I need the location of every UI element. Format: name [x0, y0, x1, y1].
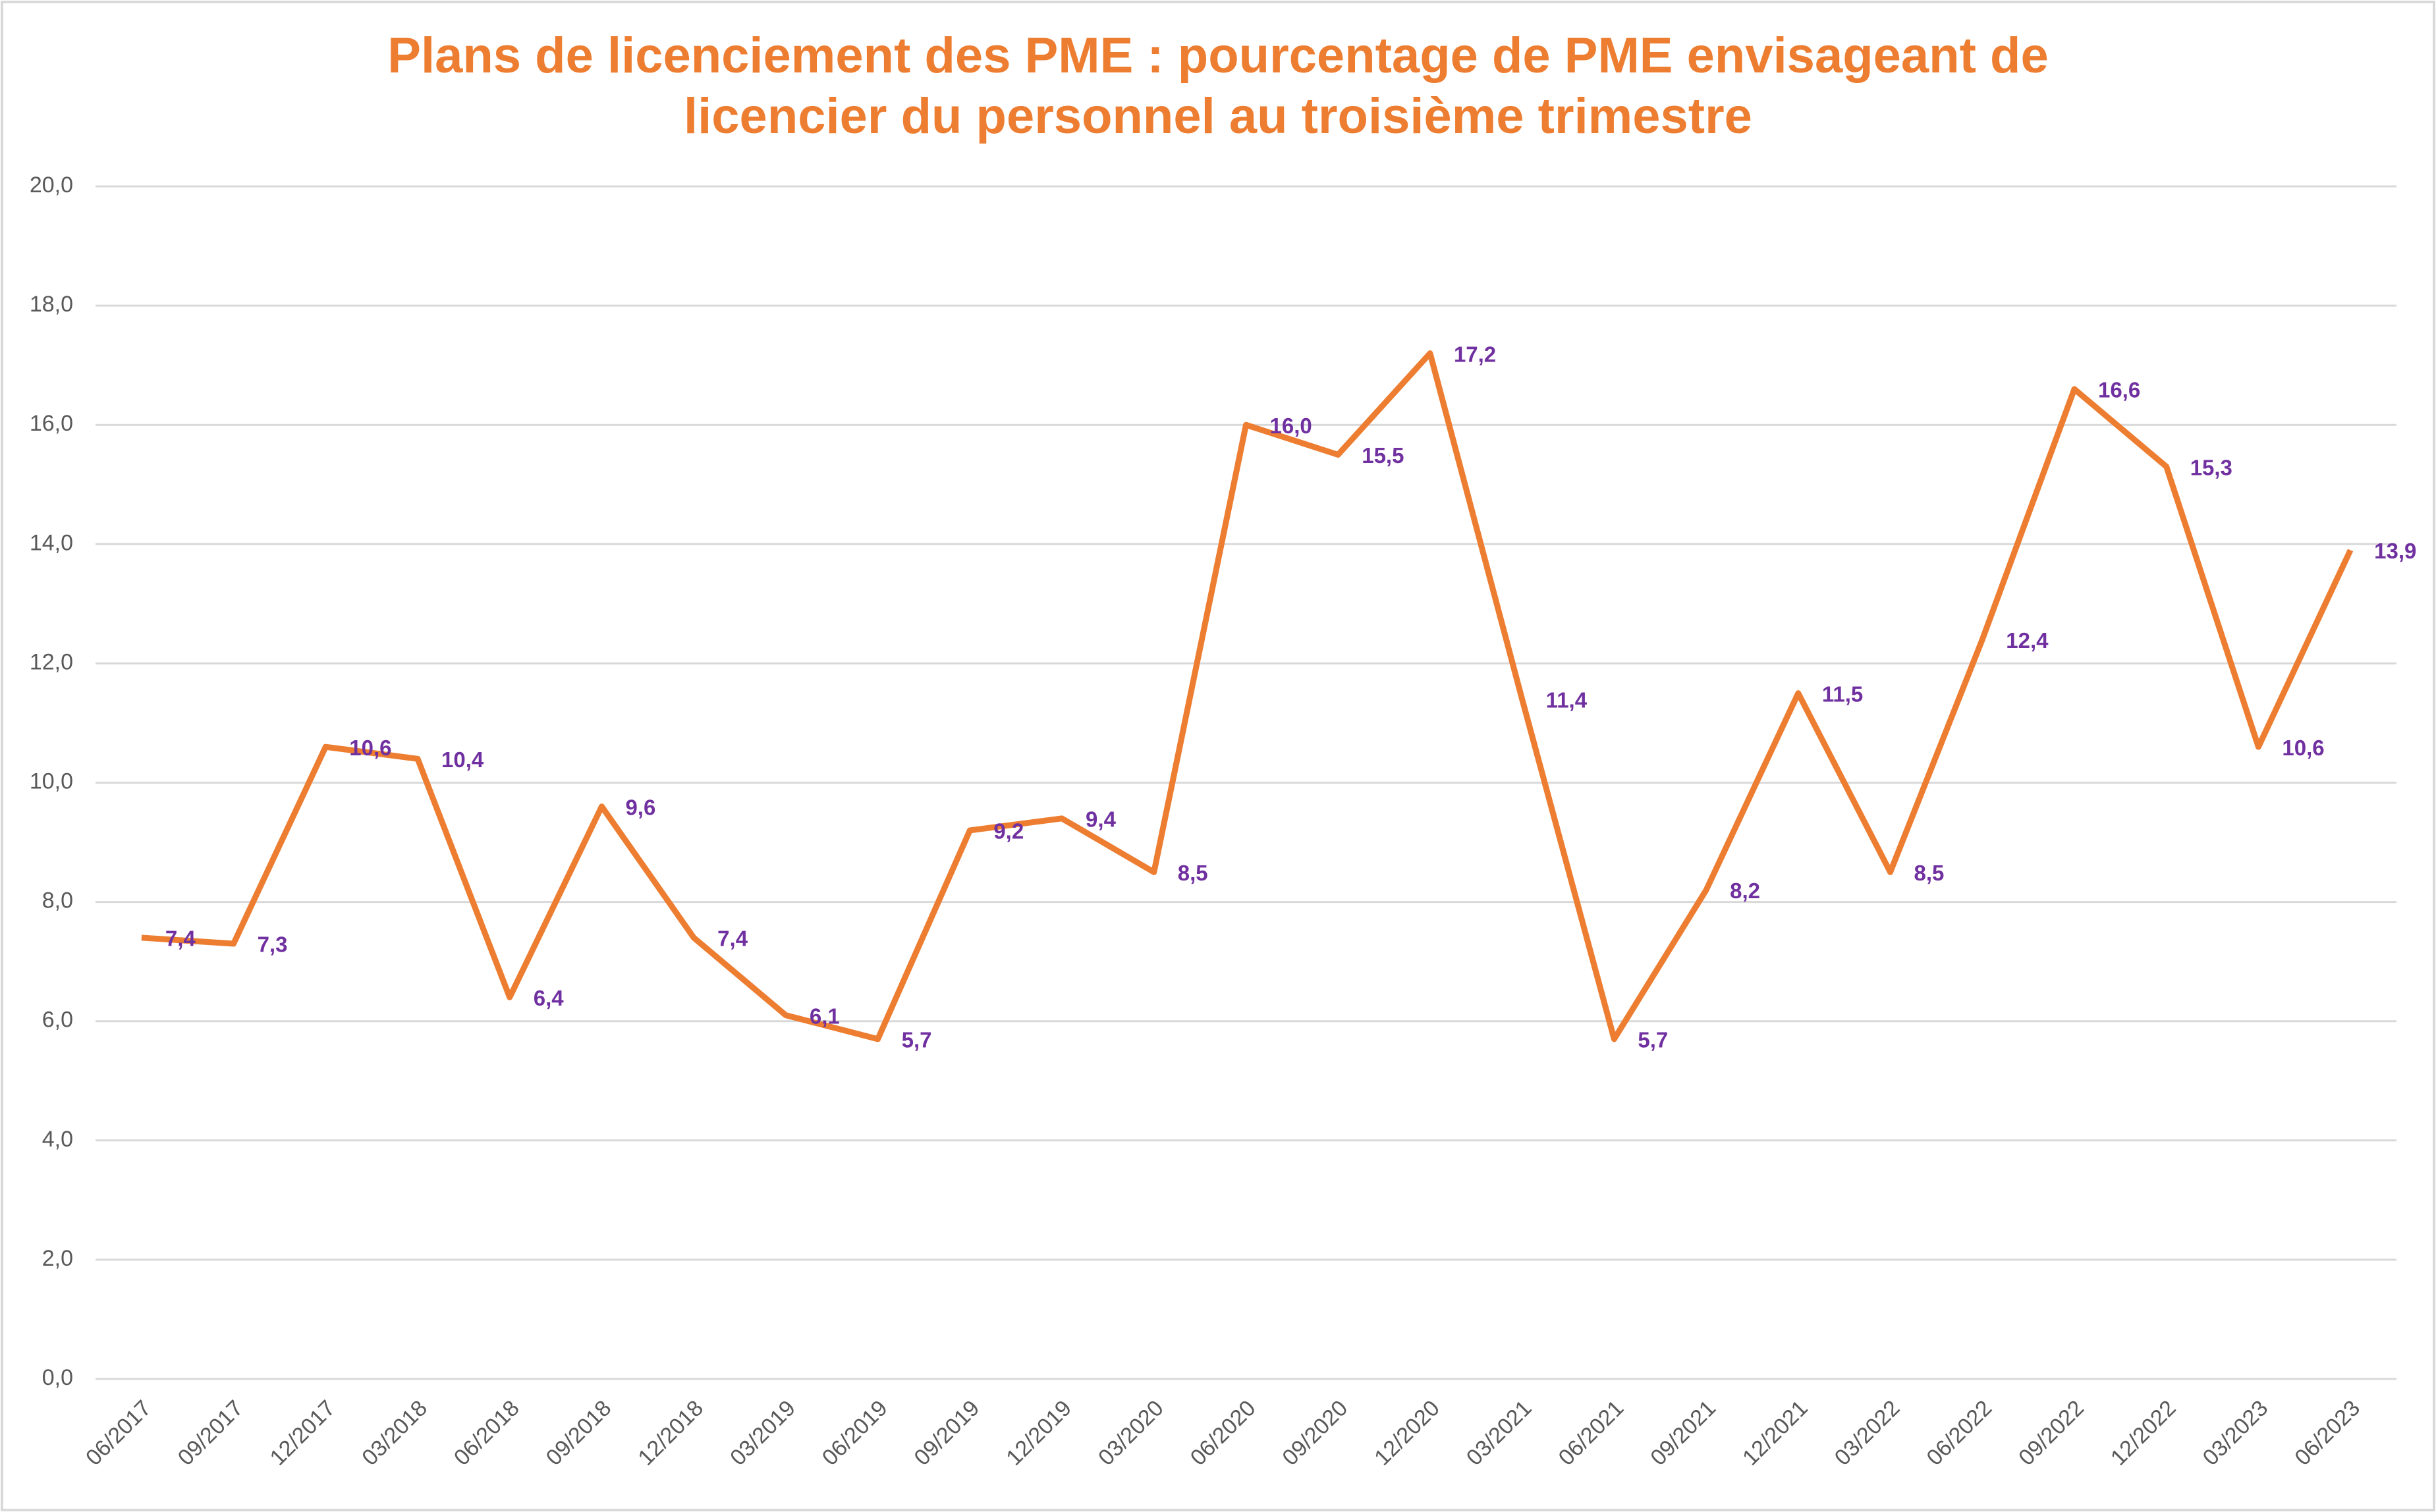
value-label: 15,5 [1362, 443, 1404, 468]
value-label: 11,4 [1546, 688, 1588, 712]
value-label: 5,7 [902, 1028, 932, 1052]
line-series [141, 350, 2354, 1042]
y-tick-label: 10,0 [30, 769, 73, 794]
value-label: 7,4 [165, 927, 196, 951]
value-label: 15,3 [2190, 455, 2232, 479]
value-label: 9,4 [1086, 807, 1117, 832]
value-label: 8,5 [1178, 861, 1208, 885]
y-tick-label: 14,0 [30, 530, 73, 555]
value-label: 10,6 [349, 736, 391, 760]
value-label: 8,5 [1914, 861, 1945, 885]
chart-title: Plans de licenciement des PME : pourcent… [387, 28, 2048, 84]
value-label: 12,4 [2006, 628, 2049, 653]
value-label: 11,5 [1822, 682, 1863, 706]
value-label: 10,6 [2282, 736, 2324, 760]
value-label: 5,7 [1638, 1028, 1668, 1052]
value-label: 17,2 [1454, 342, 1496, 366]
value-label: 10,4 [441, 747, 484, 772]
y-tick-label: 18,0 [30, 292, 73, 317]
y-tick-label: 2,0 [42, 1246, 73, 1271]
y-tick-label: 6,0 [42, 1008, 73, 1033]
y-tick-label: 12,0 [30, 649, 73, 674]
value-label: 8,2 [1730, 878, 1760, 903]
value-label: 6,1 [810, 1004, 840, 1028]
y-tick-label: 0,0 [42, 1365, 73, 1390]
y-tick-label: 8,0 [42, 888, 73, 913]
value-label: 7,3 [258, 932, 288, 957]
chart-title: licencier du personnel au troisième trim… [684, 88, 1752, 144]
value-label: 9,2 [993, 819, 1024, 844]
value-label: 7,4 [717, 927, 748, 951]
y-tick-label: 16,0 [30, 411, 73, 436]
value-label: 16,6 [2098, 378, 2140, 402]
value-label: 9,6 [625, 795, 655, 819]
y-tick-label: 4,0 [42, 1127, 73, 1152]
value-label: 16,0 [1270, 414, 1312, 438]
value-label: 6,4 [534, 986, 565, 1010]
y-tick-label: 20,0 [30, 173, 73, 198]
value-label: 13,9 [2374, 539, 2416, 563]
